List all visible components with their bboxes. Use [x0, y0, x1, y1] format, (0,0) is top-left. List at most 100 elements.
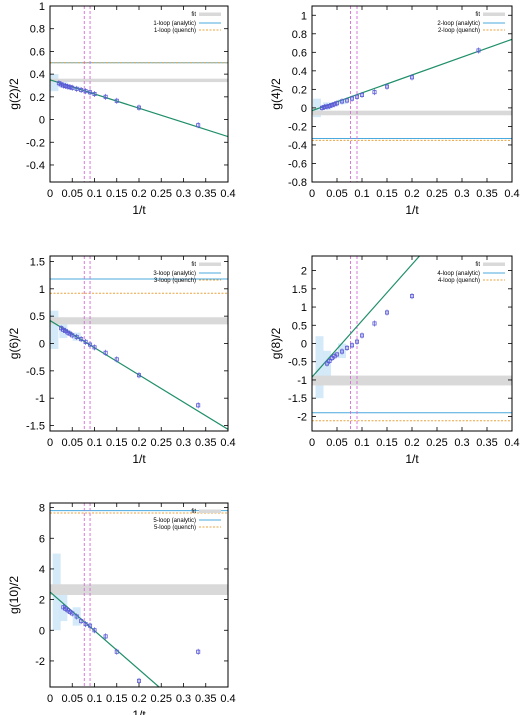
- x-tick-label: 0.3: [454, 188, 469, 200]
- x-tick-label: 0.4: [504, 188, 519, 200]
- x-tick-label: 0.05: [326, 188, 347, 200]
- x-tick-label: 0.25: [426, 437, 447, 449]
- y-tick-label: 0: [39, 625, 45, 637]
- y-tick-label: -0.5: [288, 357, 307, 369]
- y-tick-label: 1: [39, 1, 45, 13]
- data-point: [65, 84, 70, 89]
- y-tick-label: 0: [301, 339, 307, 351]
- chart-panel-5: 0 0.05 0.1 0.15 0.2 0.25 0.3 0.35 0.4 -2 0 2 4 6 8 1/t g…: [7, 502, 236, 715]
- fit-band: [312, 110, 512, 116]
- y-tick-label: -1: [35, 393, 45, 405]
- data-point: [409, 294, 414, 299]
- y-tick-label: -1.5: [288, 393, 307, 405]
- data-point: [327, 104, 332, 109]
- data-point: [332, 102, 337, 107]
- x-tick-label: 0.2: [404, 437, 419, 449]
- fit-band: [50, 584, 228, 595]
- data-point: [59, 82, 64, 87]
- plot-frame: [49, 255, 229, 432]
- y-tick-label: 1: [301, 10, 307, 22]
- error-band: [50, 74, 59, 92]
- legend-fit-label: fit: [475, 12, 480, 18]
- x-tick-label: 0.4: [220, 693, 235, 705]
- x-axis-label: 1/t: [132, 203, 146, 217]
- x-tick-label: 0.1: [354, 188, 369, 200]
- y-tick-label: 0.2: [292, 84, 307, 96]
- x-tick-label: 0.35: [476, 437, 497, 449]
- data-point: [83, 339, 88, 344]
- x-tick-label: 0: [309, 437, 315, 449]
- data-point: [83, 622, 88, 627]
- data-point: [70, 85, 75, 90]
- fit-line: [50, 591, 160, 687]
- x-tick-label: 0.4: [220, 437, 235, 449]
- data-point: [196, 649, 201, 654]
- y-tick-label: -0.2: [288, 121, 307, 133]
- y-axis-label: g(10)/2: [7, 576, 21, 614]
- data-point: [409, 75, 414, 80]
- x-tick-label: 0.25: [151, 188, 172, 200]
- y-tick-label: 0.5: [30, 311, 45, 323]
- x-tick-label: 0.15: [106, 693, 127, 705]
- legend-fit-label: fit: [191, 509, 196, 515]
- error-band: [315, 336, 324, 399]
- data-point: [324, 104, 329, 109]
- data-point: [74, 614, 79, 619]
- y-tick-label: 8: [39, 503, 45, 515]
- x-tick-label: 0.1: [87, 693, 102, 705]
- x-tick-label: 0.4: [504, 437, 519, 449]
- error-band: [50, 310, 59, 349]
- x-tick-label: 0.15: [376, 437, 397, 449]
- x-tick-label: 0.25: [426, 188, 447, 200]
- x-tick-label: 0.05: [62, 693, 83, 705]
- data-point: [136, 678, 141, 683]
- data-point: [88, 342, 93, 347]
- plot-frame: [311, 5, 513, 183]
- chart-panel-2: 0 0.05 0.1 0.15 0.2 0.25 0.3 0.35 0.4 -0.8 -0.6 -0.…: [269, 5, 520, 217]
- y-tick-label: 0.2: [30, 92, 45, 104]
- data-point: [114, 98, 119, 103]
- legend-fit-label: fit: [475, 262, 480, 268]
- data-point: [136, 373, 141, 378]
- data-point: [70, 333, 75, 338]
- y-axis-label: g(6)/2: [7, 328, 21, 360]
- legend-fit-swatch: [483, 262, 505, 266]
- data-point: [344, 345, 349, 350]
- y-tick-label: 1.5: [30, 256, 45, 268]
- x-axis-label: 1/t: [132, 708, 146, 715]
- x-tick-label: 0.3: [176, 188, 191, 200]
- fit-band: [312, 375, 512, 386]
- data-point: [334, 101, 339, 106]
- y-tick-label: -2: [35, 656, 45, 668]
- plot-area: [50, 6, 228, 182]
- legend-quench-label: 3-loop (quench): [154, 278, 196, 284]
- y-tick-label: 2: [301, 266, 307, 278]
- legend-analytic-label: 4-loop (analytic): [437, 271, 480, 277]
- data-point: [56, 81, 61, 86]
- error-band: [313, 98, 321, 118]
- legend-fit-label: fit: [191, 12, 196, 18]
- x-tick-label: 0.3: [176, 437, 191, 449]
- legend-quench-label: 4-loop (quench): [438, 278, 480, 284]
- legend-fit-swatch: [199, 509, 221, 513]
- y-tick-label: -0.6: [288, 158, 307, 170]
- y-tick-label: -1.5: [26, 421, 45, 433]
- legend-analytic-label: 1-loop (analytic): [153, 21, 196, 27]
- data-point: [324, 361, 329, 366]
- data-point: [339, 349, 344, 354]
- data-point: [136, 105, 141, 110]
- y-tick-label: -0.4: [26, 160, 45, 172]
- data-point: [327, 358, 332, 363]
- data-point: [329, 103, 334, 108]
- data-point: [196, 123, 201, 128]
- legend-quench-label: 1-loop (quench): [154, 28, 196, 34]
- data-point: [103, 350, 108, 355]
- legend-quench-label: 5-loop (quench): [154, 525, 196, 531]
- data-point: [344, 98, 349, 103]
- y-tick-label: 1: [301, 302, 307, 314]
- y-tick-label: 1: [39, 284, 45, 296]
- y-tick-label: -0.5: [26, 366, 45, 378]
- x-tick-label: 0.15: [376, 188, 397, 200]
- data-point: [92, 92, 97, 97]
